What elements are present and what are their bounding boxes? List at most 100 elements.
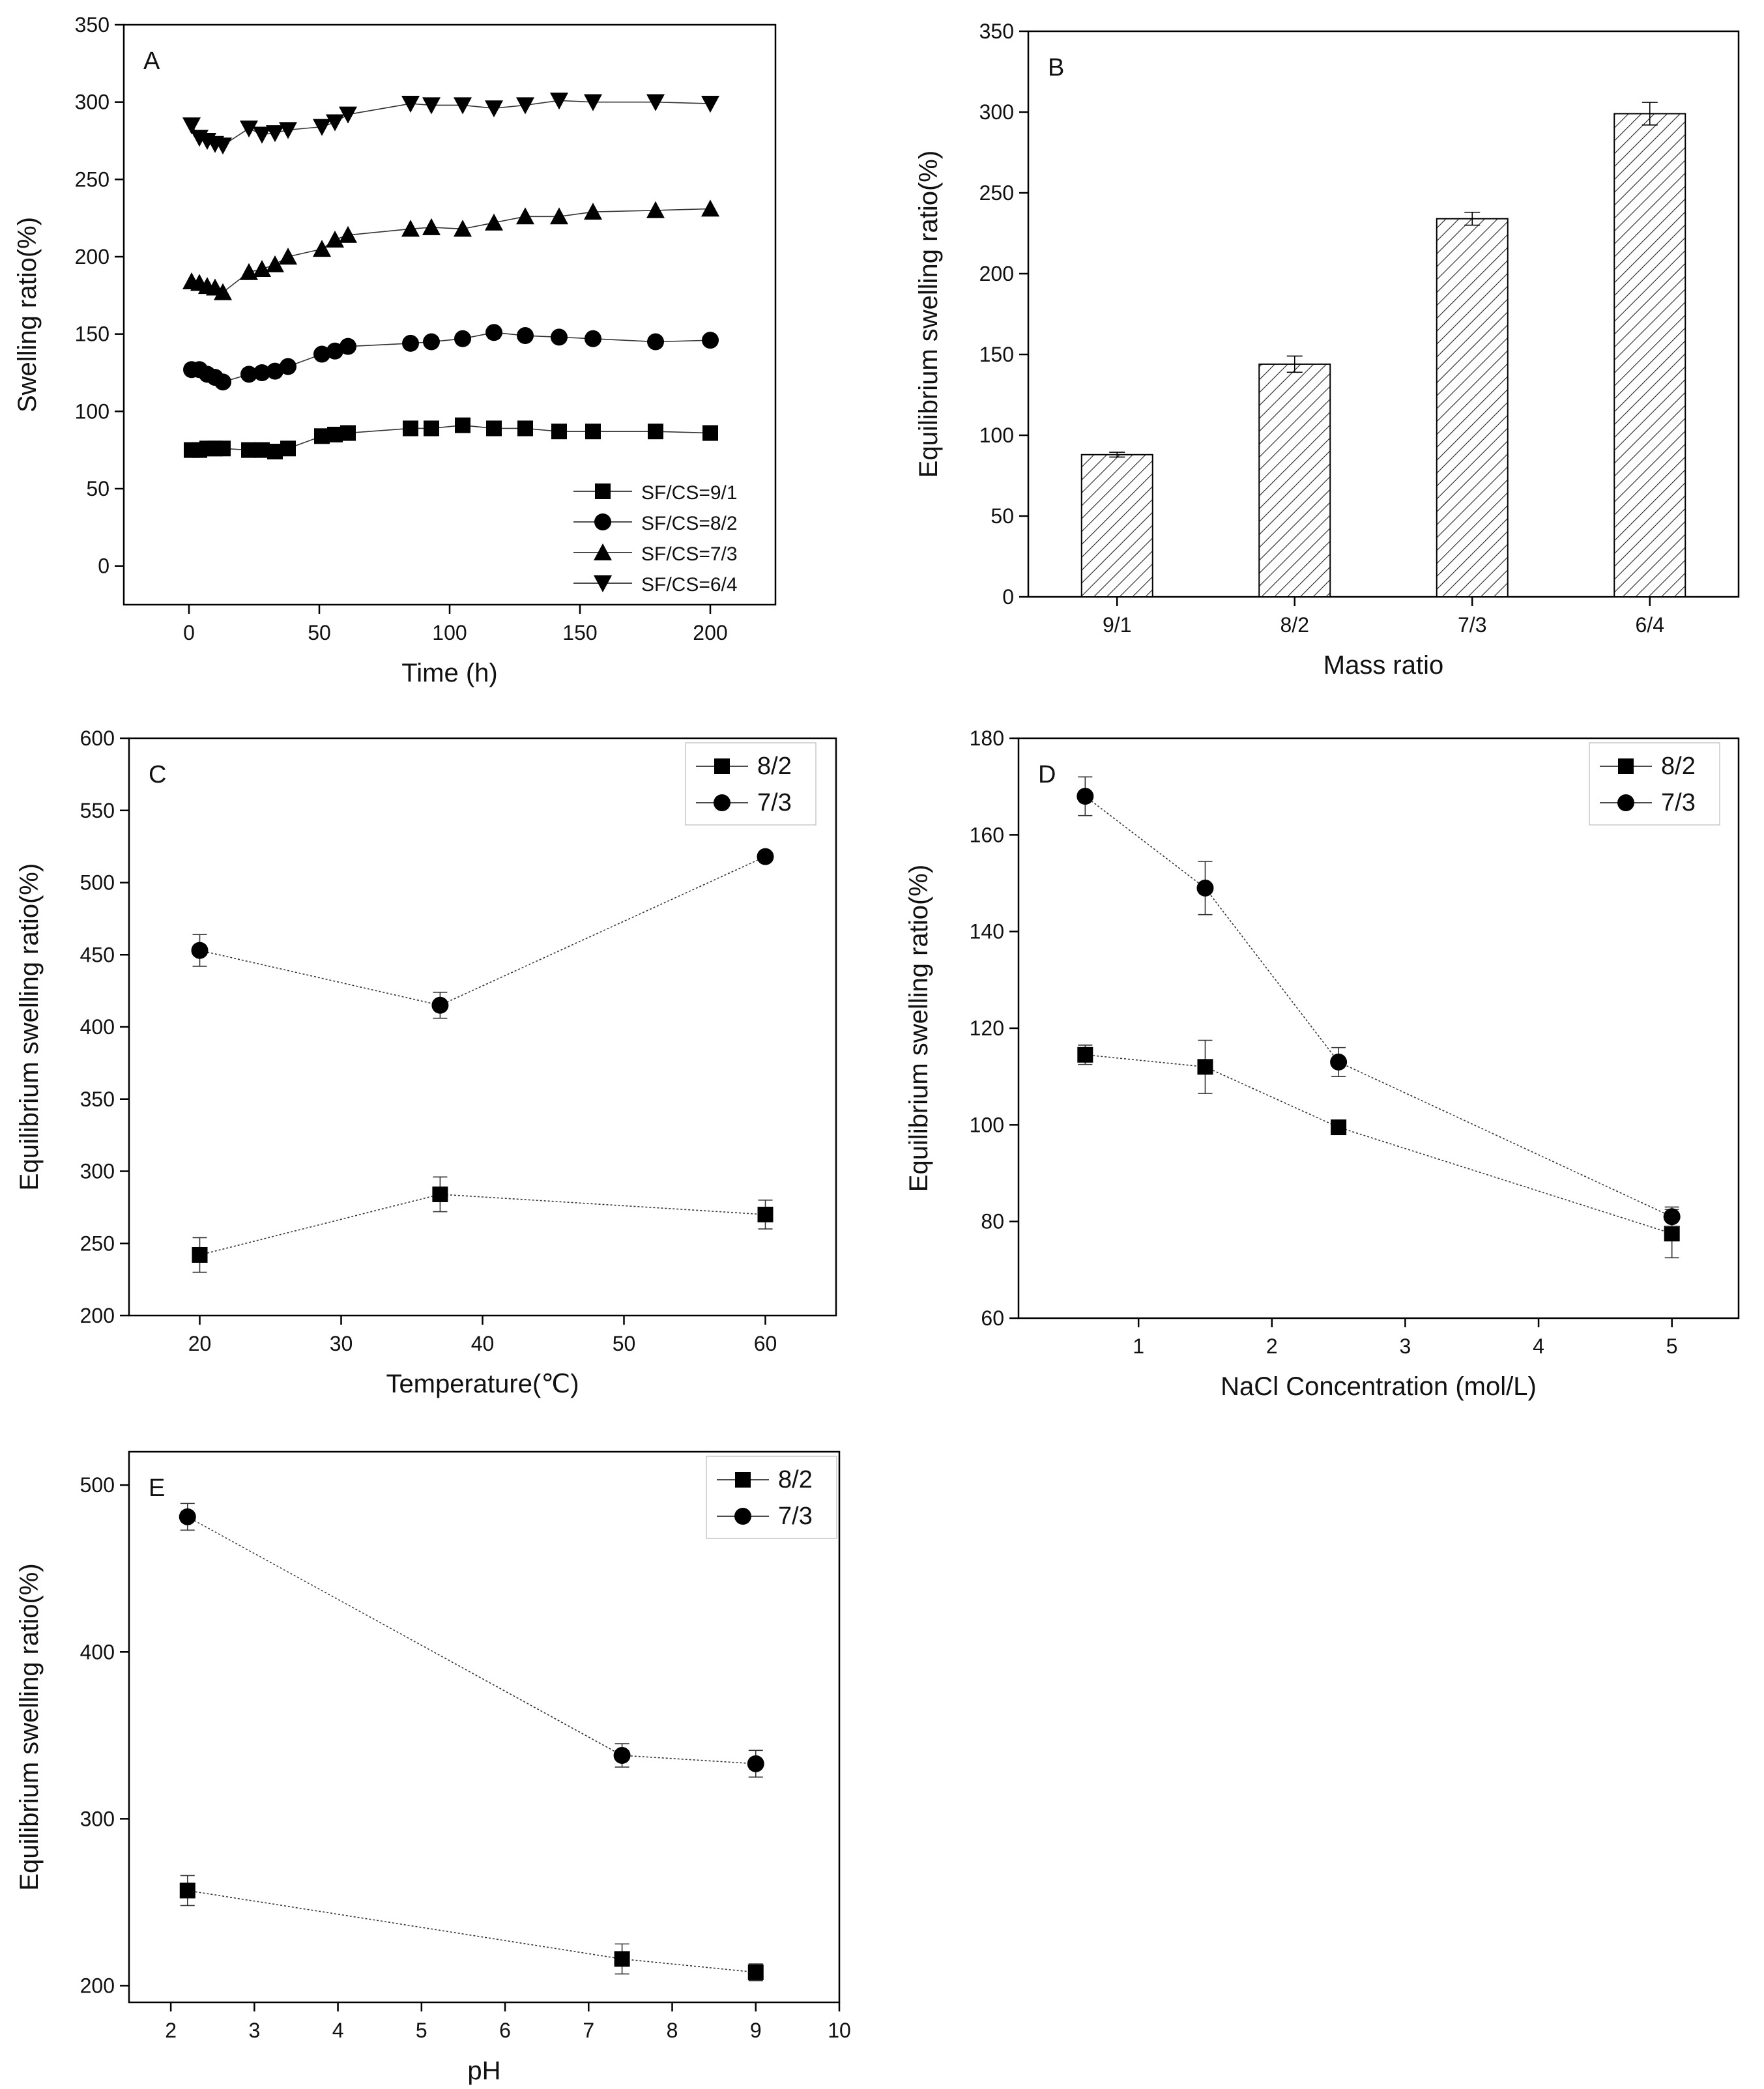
x-axis-title: Time (h) bbox=[401, 659, 497, 687]
data-point bbox=[313, 345, 330, 363]
y-tick-label: 0 bbox=[98, 555, 109, 578]
data-point bbox=[585, 330, 601, 347]
data-point bbox=[267, 362, 283, 380]
data-point bbox=[401, 96, 420, 113]
data-point bbox=[516, 97, 534, 115]
legend-marker bbox=[594, 513, 611, 530]
legend-marker bbox=[734, 1508, 751, 1525]
y-tick-label: 450 bbox=[80, 943, 115, 966]
data-point bbox=[702, 332, 719, 349]
data-point bbox=[179, 1508, 196, 1525]
data-point bbox=[614, 1951, 630, 1967]
x-tick-label: 7 bbox=[583, 2019, 594, 2042]
plot-frame bbox=[128, 1450, 841, 2004]
y-tick-label: 100 bbox=[75, 399, 109, 423]
series-line bbox=[1085, 1054, 1672, 1234]
x-tick-label: 9/1 bbox=[1103, 613, 1131, 637]
series-line bbox=[187, 1516, 756, 1765]
series-7/3 bbox=[1077, 776, 1681, 1227]
chart-panel-D: 60 80 100 120 140 160 180 1 2 3 4 5 NaCl Concentrati… bbox=[904, 727, 1740, 1401]
y-tick-label: 100 bbox=[979, 424, 1014, 447]
x-tick-label: 4 bbox=[332, 2019, 344, 2042]
y-tick-label: 250 bbox=[80, 1232, 115, 1255]
x-tick-label: 30 bbox=[330, 1332, 353, 1355]
data-point bbox=[401, 220, 420, 237]
data-point bbox=[551, 424, 567, 440]
y-tick-label: 350 bbox=[979, 20, 1014, 43]
x-axis-title: pH bbox=[467, 2056, 500, 2085]
x-tick-label: 2 bbox=[1266, 1334, 1278, 1358]
data-point bbox=[516, 207, 534, 225]
panel-label: A bbox=[143, 48, 160, 75]
data-point bbox=[454, 220, 472, 237]
data-point bbox=[1663, 1208, 1681, 1226]
legend-marker bbox=[714, 758, 730, 774]
data-point bbox=[701, 96, 719, 113]
data-point bbox=[701, 199, 719, 217]
data-point bbox=[326, 230, 344, 248]
data-point bbox=[253, 259, 271, 277]
data-point bbox=[757, 1206, 774, 1222]
x-tick-label: 40 bbox=[471, 1332, 495, 1355]
bar bbox=[1436, 218, 1509, 598]
x-axis-title: Mass ratio bbox=[1323, 651, 1444, 680]
x-tick-label: 9 bbox=[750, 2019, 762, 2042]
data-point bbox=[747, 1964, 764, 1980]
bar bbox=[1258, 363, 1331, 598]
legend-marker bbox=[594, 575, 612, 592]
y-tick-label: 180 bbox=[970, 727, 1004, 750]
y-tick-label: 400 bbox=[80, 1640, 115, 1664]
data-point bbox=[1664, 1226, 1680, 1242]
x-tick-label: 3 bbox=[1400, 1334, 1411, 1358]
x-tick-label: 3 bbox=[248, 2019, 260, 2042]
data-point bbox=[424, 420, 439, 437]
data-point bbox=[253, 126, 271, 144]
data-point bbox=[313, 240, 331, 257]
data-point bbox=[648, 424, 663, 440]
x-tick-label: 10 bbox=[828, 2019, 851, 2042]
y-axis-title: Equilibrium swelling ratio(%) bbox=[15, 863, 44, 1190]
y-tick-label: 500 bbox=[80, 1473, 115, 1497]
legend-item: 8/2 bbox=[696, 753, 792, 780]
x-tick-label: 60 bbox=[754, 1332, 777, 1355]
data-point bbox=[340, 338, 356, 355]
series-7/3 bbox=[191, 848, 774, 1019]
y-tick-label: 150 bbox=[75, 323, 109, 346]
y-tick-label: 500 bbox=[80, 871, 115, 895]
x-axis-title: Temperature(℃) bbox=[386, 1370, 579, 1398]
y-tick-label: 50 bbox=[990, 504, 1014, 528]
data-point bbox=[550, 93, 568, 110]
x-tick-label: 8 bbox=[667, 2019, 678, 2042]
y-tick-label: 60 bbox=[981, 1306, 1004, 1330]
x-tick-label: 150 bbox=[562, 621, 597, 644]
data-point bbox=[266, 125, 284, 143]
error-bar bbox=[1109, 452, 1125, 458]
legend-label: 7/3 bbox=[1661, 789, 1696, 816]
panel-label: C bbox=[149, 761, 166, 788]
series-SF/CS=8/2 bbox=[183, 324, 719, 391]
y-tick-label: 300 bbox=[979, 100, 1014, 124]
data-point bbox=[1077, 788, 1094, 805]
legend: SF/CS=9/1 SF/CS=8/2 SF/CS=7/3 SF/CS=6/4 bbox=[573, 482, 738, 596]
x-tick-label: 5 bbox=[1666, 1334, 1678, 1358]
legend-label: SF/CS=8/2 bbox=[641, 513, 738, 534]
data-point bbox=[454, 330, 471, 347]
legend-item: SF/CS=9/1 bbox=[573, 482, 738, 504]
data-point bbox=[215, 440, 231, 457]
data-point bbox=[585, 424, 601, 440]
data-point bbox=[192, 1246, 208, 1263]
data-point bbox=[584, 203, 602, 220]
legend-item: SF/CS=8/2 bbox=[573, 513, 738, 534]
series-SF/CS=6/4 bbox=[182, 93, 719, 155]
series-SF/CS=7/3 bbox=[182, 199, 719, 300]
data-point bbox=[253, 364, 270, 381]
y-tick-label: 50 bbox=[86, 477, 109, 500]
data-point bbox=[279, 248, 297, 265]
data-point bbox=[339, 106, 357, 124]
data-point bbox=[339, 225, 357, 243]
data-point bbox=[584, 94, 602, 111]
data-point bbox=[551, 328, 568, 346]
data-point bbox=[326, 114, 344, 132]
x-tick-label: 1 bbox=[1133, 1334, 1144, 1358]
chart-panel-B: 0 50 100 150 200 250 300 350 9/1 8/2 7/3 6/4 Mass ra… bbox=[914, 20, 1740, 680]
